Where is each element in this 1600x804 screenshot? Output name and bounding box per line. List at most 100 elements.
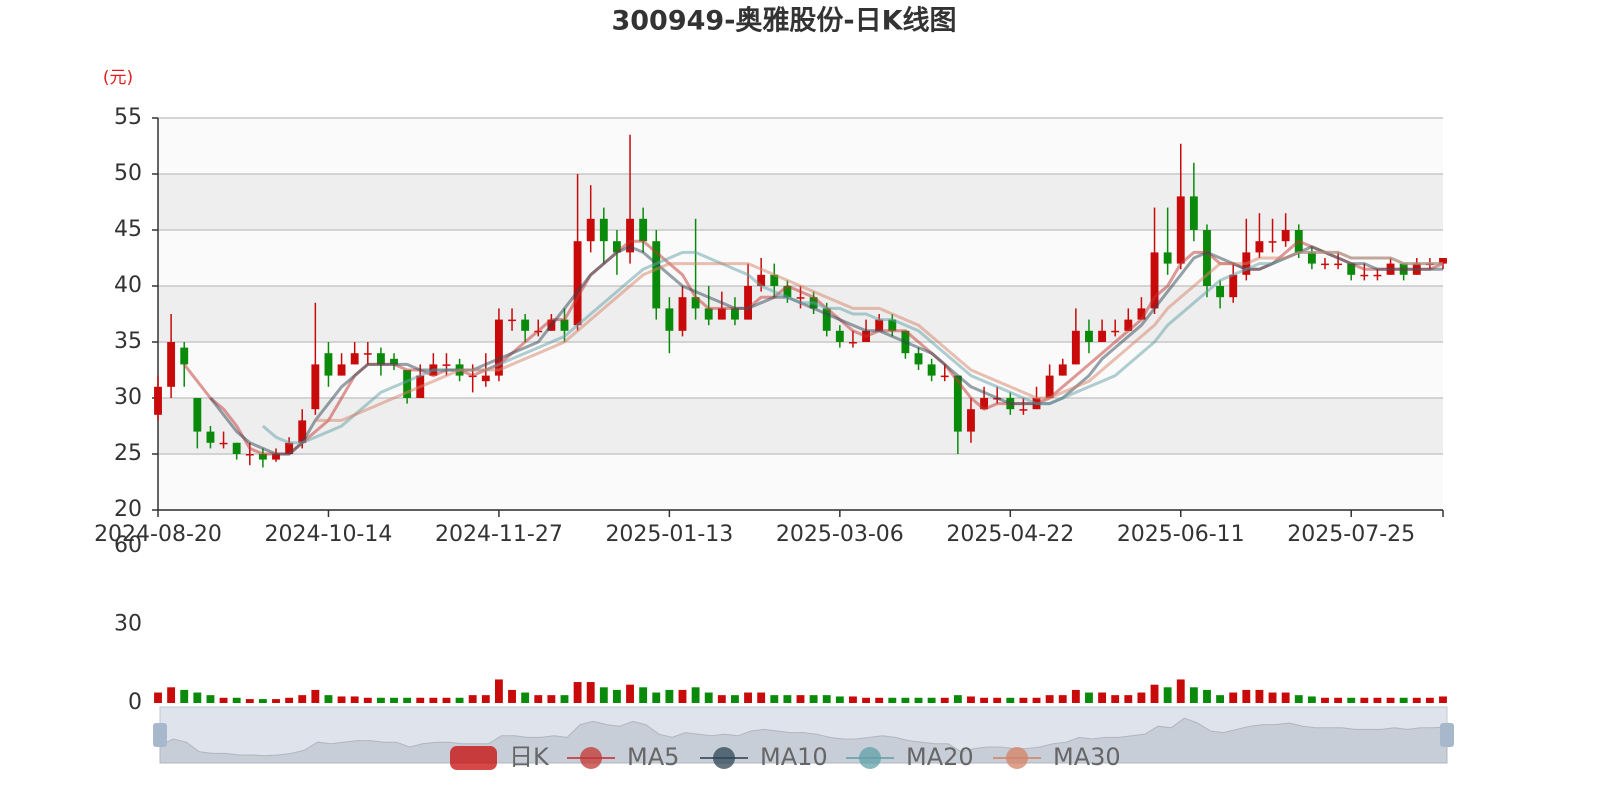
volume-bar: [862, 697, 870, 703]
candle-body: [193, 398, 202, 432]
volume-bar: [1439, 696, 1447, 703]
candle-body: [1189, 196, 1198, 230]
volume-bar: [1360, 697, 1369, 703]
candle-body: [508, 319, 516, 322]
volume-bar: [1307, 696, 1316, 703]
volume-bar: [1111, 695, 1120, 703]
zoom-handle[interactable]: [1440, 723, 1454, 747]
volume-bar: [180, 689, 189, 703]
volume-bar: [1425, 697, 1434, 703]
volume-bar: [731, 695, 739, 703]
x-tick-label: 2025-06-11: [1117, 522, 1245, 547]
volume-bar: [1163, 687, 1172, 703]
candle-body: [652, 241, 661, 309]
split-area: [158, 118, 1443, 174]
volume-bar: [953, 695, 962, 703]
legend-label[interactable]: MA30: [1053, 743, 1121, 771]
volume-bar: [429, 697, 438, 703]
volume-tick-label: 60: [114, 533, 142, 558]
volume-bar: [573, 682, 582, 703]
volume-bar: [272, 699, 280, 703]
legend-label[interactable]: MA10: [760, 743, 828, 771]
split-area: [158, 174, 1443, 230]
x-tick-label: 2025-04-22: [946, 522, 1074, 547]
volume-bar: [927, 697, 936, 703]
volume-bar: [1176, 679, 1185, 703]
legend-label[interactable]: 日K: [509, 743, 550, 771]
volume-bar: [1032, 697, 1041, 703]
candle-body: [324, 353, 333, 376]
candle-body: [1255, 241, 1264, 253]
candle-body: [1071, 330, 1080, 365]
candle-body: [363, 353, 372, 355]
legend-label[interactable]: MA5: [627, 743, 679, 771]
candle-body: [822, 308, 831, 331]
candle-body: [390, 358, 398, 365]
volume-bar: [599, 687, 608, 703]
volume-bar: [1124, 695, 1133, 703]
candle-body: [1137, 308, 1146, 320]
legend-label[interactable]: MA20: [906, 743, 974, 771]
legend-icon[interactable]: [859, 747, 881, 769]
volume-bar: [1294, 695, 1303, 703]
volume-bar: [1045, 695, 1054, 703]
chart-title: 300949-奥雅股份-日K线图: [611, 5, 956, 37]
candle-body: [154, 386, 162, 415]
candle-body: [744, 286, 752, 320]
volume-bar: [167, 687, 176, 703]
volume-bar: [678, 689, 687, 703]
volume-bar: [1373, 697, 1382, 703]
volume-bar: [744, 692, 752, 703]
volume-bar: [1189, 687, 1198, 703]
candle-body: [967, 409, 975, 432]
volume-bar: [717, 695, 726, 703]
volume-bar: [639, 687, 648, 703]
split-area: [158, 342, 1443, 398]
candle-body: [1098, 330, 1107, 342]
volume-bar: [1242, 689, 1251, 703]
zoom-handle[interactable]: [153, 723, 167, 747]
volume-bar: [560, 695, 569, 703]
volume-bar: [665, 689, 674, 703]
candle-body: [1019, 409, 1028, 411]
candle-body: [285, 442, 294, 454]
ma-line: [209, 245, 1443, 456]
candle-body: [691, 297, 700, 309]
candle-body: [272, 454, 280, 460]
volume-tick-label: 0: [128, 690, 142, 715]
candle-body: [232, 442, 241, 454]
candle-body: [1334, 263, 1343, 266]
legend-icon[interactable]: [713, 747, 735, 769]
volume-bar: [245, 699, 254, 703]
y-tick-label: 35: [114, 329, 142, 354]
volume-bar: [757, 692, 766, 703]
volume-bar: [612, 689, 621, 703]
candle-body: [521, 319, 530, 331]
legend-icon[interactable]: [580, 747, 602, 769]
volume-bar: [468, 695, 477, 703]
split-area: [158, 398, 1443, 454]
volume-bar: [1321, 697, 1329, 703]
y-tick-label: 40: [114, 273, 142, 298]
candle-body: [1439, 258, 1447, 264]
volume-bar: [376, 697, 385, 703]
volume-bar: [809, 695, 818, 703]
volume-bar: [914, 697, 923, 703]
volume-bar: [1071, 689, 1080, 703]
candle-body: [311, 364, 320, 410]
legend-icon[interactable]: [1006, 747, 1028, 769]
volume-bar: [1386, 697, 1395, 703]
candle-body: [717, 308, 726, 320]
candle-body: [560, 319, 569, 331]
volume-bar: [770, 695, 779, 703]
volume-bar: [1098, 692, 1107, 703]
volume-bar: [967, 696, 975, 703]
volume-bar: [1399, 697, 1408, 703]
volume-bar: [875, 697, 884, 703]
legend-icon[interactable]: [450, 746, 497, 770]
candle-body: [980, 398, 989, 410]
volume-bar: [586, 682, 595, 703]
volume-bar: [534, 695, 543, 703]
candle-body: [665, 308, 674, 331]
